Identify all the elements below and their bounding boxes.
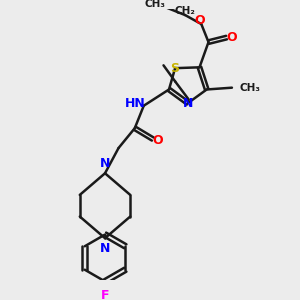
Text: CH₂: CH₂	[175, 5, 196, 16]
Text: HN: HN	[125, 98, 146, 110]
Text: CH₃: CH₃	[144, 0, 165, 9]
Text: O: O	[194, 14, 205, 27]
Text: CH₃: CH₃	[239, 83, 260, 93]
Text: O: O	[226, 31, 237, 44]
Text: O: O	[152, 134, 163, 147]
Text: N: N	[100, 157, 110, 170]
Text: N: N	[183, 97, 193, 110]
Text: F: F	[101, 289, 109, 300]
Text: S: S	[171, 62, 180, 75]
Text: N: N	[100, 242, 110, 255]
